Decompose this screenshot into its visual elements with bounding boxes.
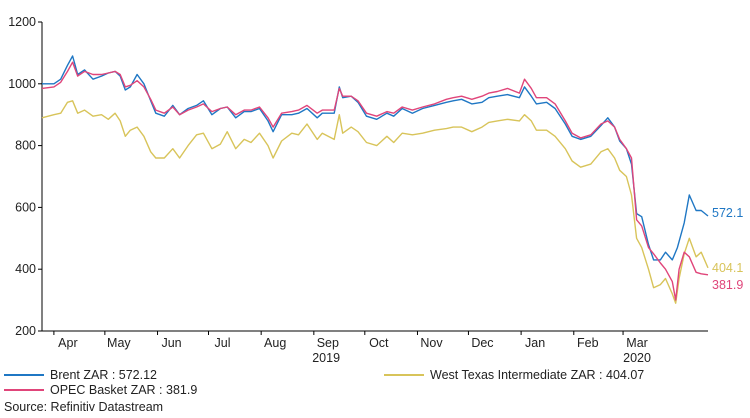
- end-label-2: 404.1: [712, 261, 743, 275]
- x-tick-label-aug: Aug: [264, 336, 286, 350]
- series-line-0: [42, 55, 709, 261]
- x-tick-label-nov: Nov: [420, 336, 443, 350]
- legend-label-wti: West Texas Intermediate ZAR : 404.07: [430, 368, 645, 382]
- year-label-2020: 2020: [623, 351, 651, 365]
- x-tick-label-jul: Jul: [215, 336, 231, 350]
- x-axis-labels: Apr May Jun Jul Aug Sep Oct Nov Dec Jan Feb Mar 2019…: [58, 336, 651, 365]
- legend-label-brent: Brent ZAR : 572.12: [50, 368, 158, 382]
- legend-label-opec: OPEC Basket ZAR : 381.9: [50, 383, 198, 397]
- legend-item-opec: OPEC Basket ZAR : 381.9: [4, 383, 197, 397]
- end-label-1: 381.9: [712, 278, 743, 292]
- legend-item-brent: Brent ZAR : 572.12: [4, 368, 157, 382]
- end-label-0: 572.1: [712, 206, 743, 220]
- y-tick-label-800: 800: [15, 139, 36, 153]
- series-lines: [41, 55, 709, 304]
- y-tick-label-200: 200: [15, 324, 36, 338]
- x-tick-label-feb: Feb: [577, 336, 599, 350]
- year-label-2019: 2019: [312, 351, 340, 365]
- x-tick-label-dec: Dec: [471, 336, 493, 350]
- series-line-1: [41, 61, 709, 301]
- x-tick-label-oct: Oct: [369, 336, 389, 350]
- x-tick-label-jun: Jun: [161, 336, 181, 350]
- y-tick-label-1200: 1200: [8, 15, 36, 29]
- x-tick-label-apr: Apr: [58, 336, 77, 350]
- legend-swatch-brent: [4, 374, 44, 376]
- legend-item-wti: West Texas Intermediate ZAR : 404.07: [384, 368, 644, 382]
- x-tick-label-jan: Jan: [525, 336, 545, 350]
- y-tick-label-1000: 1000: [8, 77, 36, 91]
- x-tick-label-mar: Mar: [626, 336, 648, 350]
- chart-axes: [38, 21, 708, 335]
- series-line-2: [41, 100, 709, 304]
- legend-swatch-opec: [4, 389, 44, 391]
- legend-swatch-wti: [384, 374, 424, 376]
- x-tick-label-sep: Sep: [317, 336, 339, 350]
- series-end-labels: 572.1 404.1 381.9: [712, 206, 743, 292]
- x-tick-label-may: May: [107, 336, 131, 350]
- y-axis-labels: 200 400 600 800 1000 1200: [8, 15, 36, 338]
- y-tick-label-400: 400: [15, 262, 36, 276]
- source-note: Source: Refinitiv Datastream: [4, 400, 164, 414]
- y-tick-label-600: 600: [15, 200, 36, 214]
